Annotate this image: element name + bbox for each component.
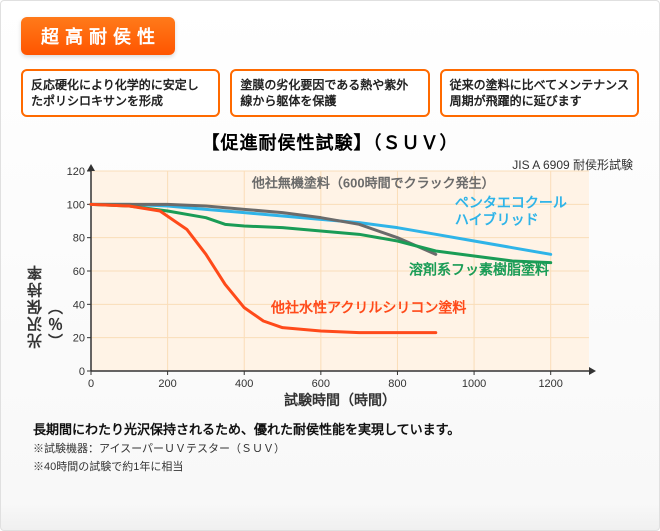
feature-box: 塗膜の劣化要因である熱や紫外線から躯体を保護 [230,69,429,117]
badge: 超高耐侯性 [21,17,175,55]
info-card: 超高耐侯性 反応硬化により化学的に安定したポリシロキサンを形成 塗膜の劣化要因で… [0,0,660,531]
svg-text:600: 600 [312,378,330,390]
svg-text:40: 40 [73,300,85,312]
chart-title: 【促進耐侯性試験】（ＳＵＶ） [21,129,639,155]
feature-box: 従来の塗料に比べてメンテナンス周期が飛躍的に延びます [440,69,639,117]
svg-text:0: 0 [79,366,85,378]
svg-text:20: 20 [73,333,85,345]
feature-box: 反応硬化により化学的に安定したポリシロキサンを形成 [21,69,220,117]
svg-text:0: 0 [88,378,94,390]
caption: 長期間にわたり光沢保持されるため、優れた耐侯性能を実現しています。 [33,419,639,438]
svg-text:80: 80 [73,233,85,245]
svg-text:400: 400 [235,378,253,390]
note: ※試験機器：アイスーパーＵＶテスター（ＳＵＶ） [33,440,639,456]
line-chart: 020406080100120020040060080010001200試験時間… [31,161,601,411]
svg-text:60: 60 [73,266,85,278]
svg-text:ハイブリッド: ハイブリッド [455,212,539,228]
y-axis-label: 光沢保持率（％） [25,224,67,349]
svg-text:1000: 1000 [462,378,486,390]
svg-text:ペンタエコクール: ペンタエコクール [455,195,567,211]
svg-text:溶剤系フッ素樹脂塗料: 溶剤系フッ素樹脂塗料 [409,262,549,278]
svg-text:100: 100 [67,200,85,212]
svg-text:120: 120 [67,166,85,178]
svg-text:800: 800 [388,378,406,390]
svg-text:1200: 1200 [538,378,562,390]
svg-text:他社無機塗料（600時間でクラック発生）: 他社無機塗料（600時間でクラック発生） [251,176,495,191]
svg-text:他社水性アクリルシリコン塗料: 他社水性アクリルシリコン塗料 [270,300,466,316]
chart-area: 光沢保持率（％） 0204060801001200200400600800100… [31,161,629,411]
svg-text:200: 200 [158,378,176,390]
note: ※40時間の試験で約1年に相当 [33,458,639,474]
svg-text:試験時間（時間）: 試験時間（時間） [284,392,396,408]
feature-row: 反応硬化により化学的に安定したポリシロキサンを形成 塗膜の劣化要因である熱や紫外… [21,69,639,117]
